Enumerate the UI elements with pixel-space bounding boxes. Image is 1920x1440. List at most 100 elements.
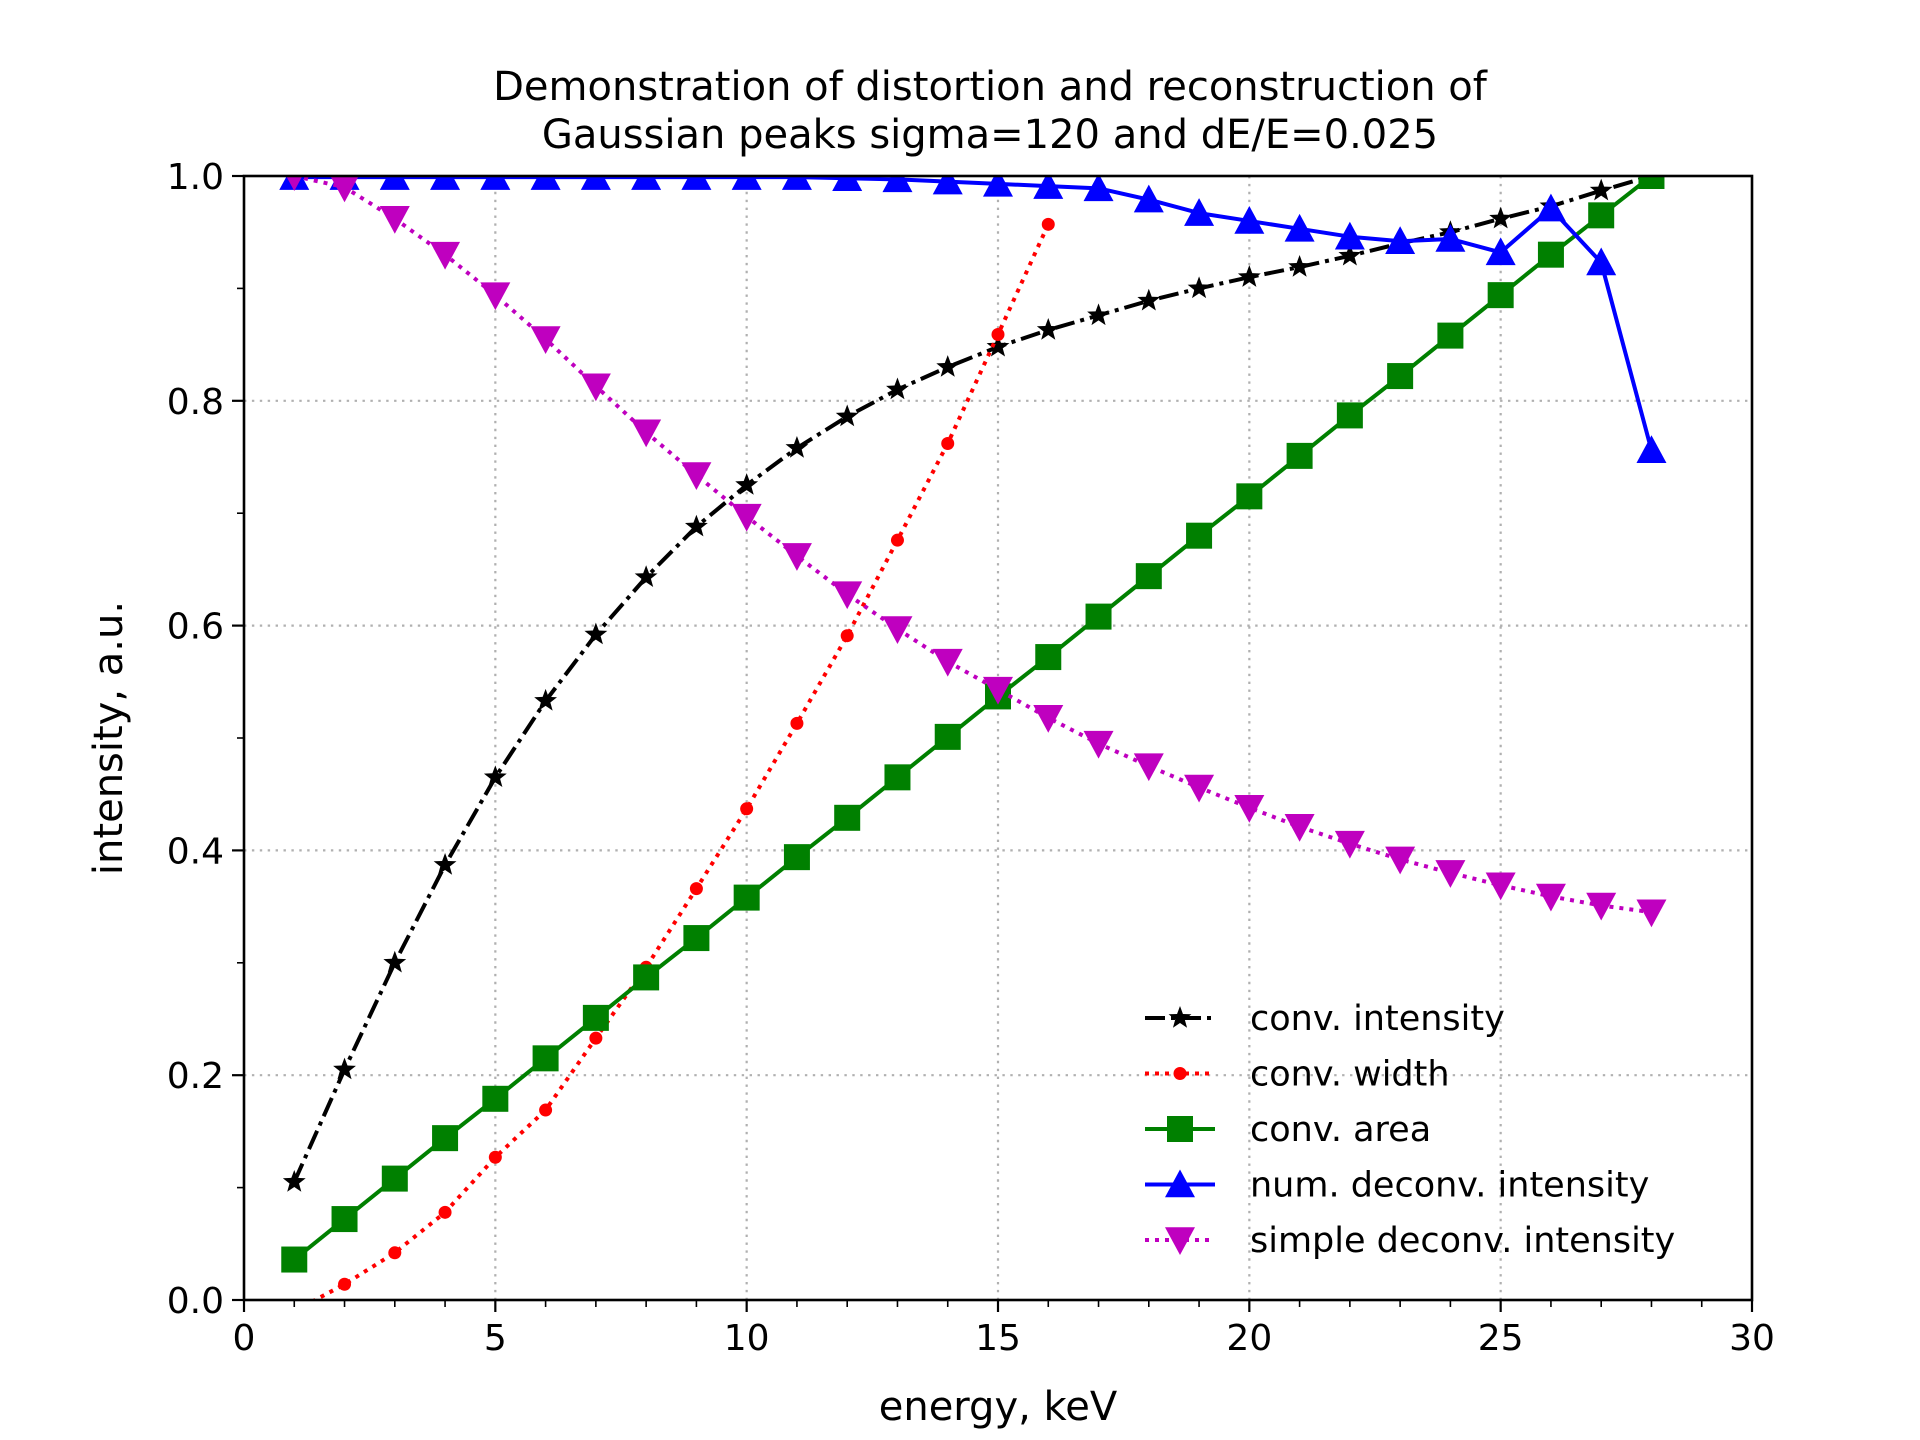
- x-tick-label: 15: [975, 1318, 1021, 1359]
- data-point: [1234, 205, 1265, 234]
- data-point: [1535, 193, 1566, 222]
- data-point: [835, 404, 859, 427]
- data-point: [438, 1205, 452, 1219]
- data-point: [1638, 176, 1665, 189]
- data-point: [282, 1169, 306, 1192]
- data-point: [785, 436, 809, 458]
- data-point: [631, 419, 662, 448]
- data-point: [633, 964, 660, 991]
- data-point: [530, 326, 561, 354]
- data-point: [941, 437, 955, 451]
- data-point: [430, 176, 461, 190]
- data-point: [731, 503, 762, 532]
- data-point: [840, 629, 854, 643]
- data-point: [1485, 872, 1516, 901]
- y-tick-label: 0.8: [167, 382, 224, 423]
- data-point: [1636, 435, 1667, 464]
- data-point: [1133, 753, 1164, 782]
- data-point: [740, 802, 754, 816]
- data-point: [1435, 223, 1466, 252]
- data-point: [331, 1206, 358, 1233]
- data-point: [1338, 243, 1362, 266]
- data-point: [936, 355, 960, 377]
- grid: [244, 176, 1752, 1300]
- series-line: [293, 176, 1652, 915]
- data-point: [991, 327, 1005, 341]
- x-tick-label: 5: [484, 1318, 507, 1359]
- series-conv-area: [281, 176, 1665, 1273]
- legend-label: num. deconv. intensity: [1250, 1166, 1649, 1206]
- data-point: [1589, 178, 1613, 201]
- data-point: [1636, 899, 1667, 928]
- data-point: [832, 581, 863, 610]
- data-point: [1535, 883, 1566, 912]
- data-point: [1035, 644, 1062, 671]
- data-point: [1184, 198, 1215, 226]
- data-point: [1083, 176, 1114, 202]
- data-point: [983, 676, 1013, 705]
- data-point: [488, 1150, 502, 1164]
- legend-marker: [1173, 1067, 1187, 1080]
- data-point: [884, 764, 911, 791]
- data-point: [1286, 442, 1313, 469]
- y-tick-label: 0.0: [167, 1281, 224, 1322]
- data-point: [580, 176, 611, 190]
- data-point: [1387, 363, 1414, 390]
- data-point: [379, 176, 410, 190]
- series-conv-width: [310, 217, 1055, 1300]
- x-tick-label: 10: [724, 1318, 770, 1359]
- data-point: [480, 282, 511, 311]
- legend-marker: [1168, 1006, 1192, 1028]
- data-point: [1385, 846, 1416, 875]
- y-axis-label: intensity, a.u.: [86, 601, 132, 875]
- x-tick-label: 0: [233, 1318, 256, 1359]
- data-point: [882, 176, 913, 193]
- data-point: [433, 853, 457, 875]
- data-point: [589, 1031, 603, 1045]
- data-point: [1437, 322, 1464, 349]
- data-point: [530, 176, 561, 190]
- data-point: [834, 804, 861, 831]
- data-point: [532, 1045, 559, 1072]
- data-point: [1033, 176, 1064, 199]
- data-point: [1085, 603, 1112, 630]
- data-point: [681, 462, 712, 490]
- chart-title-line-1: Demonstration of distortion and reconstr…: [493, 64, 1488, 110]
- data-point: [383, 950, 407, 973]
- y-tick-label: 0.2: [167, 1056, 224, 1097]
- data-point: [1236, 483, 1263, 510]
- data-point: [379, 205, 410, 234]
- x-tick-label: 30: [1729, 1318, 1775, 1359]
- data-point: [790, 716, 804, 730]
- data-point: [1133, 184, 1164, 213]
- data-point: [1487, 282, 1514, 309]
- data-point: [1087, 303, 1110, 326]
- data-point: [683, 925, 710, 952]
- legend-label: conv. width: [1250, 1055, 1450, 1095]
- data-point: [482, 1085, 509, 1112]
- data-point: [783, 844, 810, 871]
- legend-marker: [1167, 1116, 1193, 1142]
- data-point: [932, 176, 963, 195]
- data-point: [882, 616, 913, 644]
- data-point: [582, 1004, 609, 1031]
- data-point: [1288, 255, 1312, 277]
- data-point: [781, 543, 812, 571]
- data-point: [681, 176, 712, 190]
- data-point: [1184, 774, 1215, 803]
- series-layer: [279, 176, 1667, 1300]
- data-point: [480, 176, 511, 190]
- data-point: [832, 176, 863, 191]
- data-point: [1284, 814, 1315, 842]
- legend: conv. intensity conv. width conv. area num.…: [1145, 999, 1675, 1261]
- data-point: [689, 882, 703, 896]
- data-point: [1586, 247, 1617, 276]
- series-simple-deconv-intensity: [286, 176, 1667, 928]
- data-point: [1336, 402, 1363, 429]
- data-point: [731, 176, 762, 190]
- data-point: [631, 176, 662, 190]
- data-point: [388, 1246, 402, 1260]
- data-point: [735, 473, 759, 495]
- data-point: [1186, 522, 1213, 549]
